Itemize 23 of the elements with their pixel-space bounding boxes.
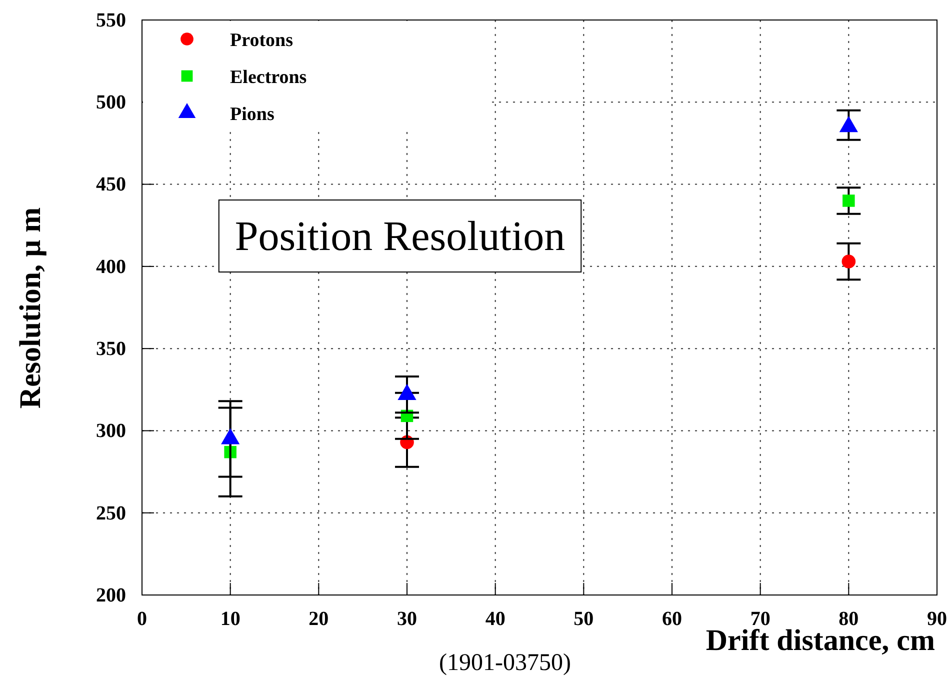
text: Position Resolution	[234, 214, 566, 260]
y-axis-title: Resolution, μ m	[14, 207, 47, 409]
y-tick-label: 300	[96, 420, 126, 442]
legend-label: Pions	[230, 104, 274, 125]
x-tick-label: 0	[137, 608, 147, 630]
x-tick-label: 40	[485, 608, 506, 630]
legend-label: Electrons	[230, 67, 307, 88]
legend-label: Protons	[230, 30, 293, 51]
y-tick-label: 400	[96, 256, 126, 278]
y-tick-label: 550	[96, 9, 126, 32]
y-tick-label: 250	[96, 502, 126, 524]
y-tick-label: 200	[96, 584, 126, 606]
x-tick-label: 30	[397, 608, 417, 630]
x-tick-label: 50	[574, 608, 594, 630]
y-tick-label: 500	[96, 92, 126, 114]
text: (1901-03750)	[439, 650, 571, 676]
y-tick-label: 350	[96, 338, 126, 360]
y-tick-label: 450	[96, 174, 126, 196]
point	[842, 194, 855, 207]
x-tick-label: 10	[220, 608, 240, 630]
x-tick-label: 20	[308, 608, 329, 630]
point	[842, 254, 856, 268]
x-tick-label: 60	[662, 608, 682, 630]
